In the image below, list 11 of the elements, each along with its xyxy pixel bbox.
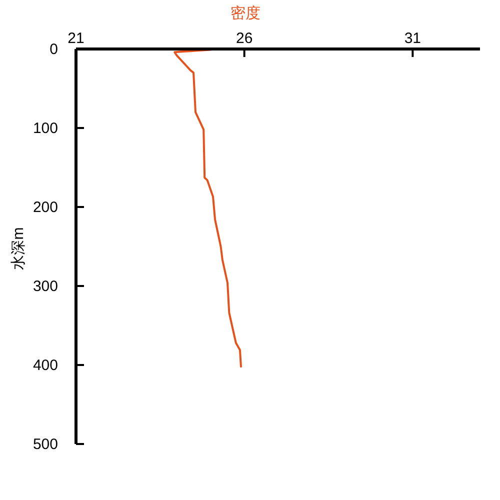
x-tick-label: 31 [404, 30, 422, 47]
x-axis-title: 密度 [230, 5, 261, 22]
y-tick-label: 300 [32, 278, 58, 295]
y-tick-label: 0 [50, 41, 58, 58]
y-tick-label: 400 [32, 357, 58, 374]
y-tick-label: 500 [32, 436, 58, 453]
x-tick-label: 26 [236, 30, 253, 47]
y-tick-label: 200 [32, 199, 58, 216]
y-tick-label: 100 [32, 120, 58, 137]
y-axis-title: 水深m [10, 227, 27, 270]
x-tick-label: 21 [68, 30, 84, 47]
